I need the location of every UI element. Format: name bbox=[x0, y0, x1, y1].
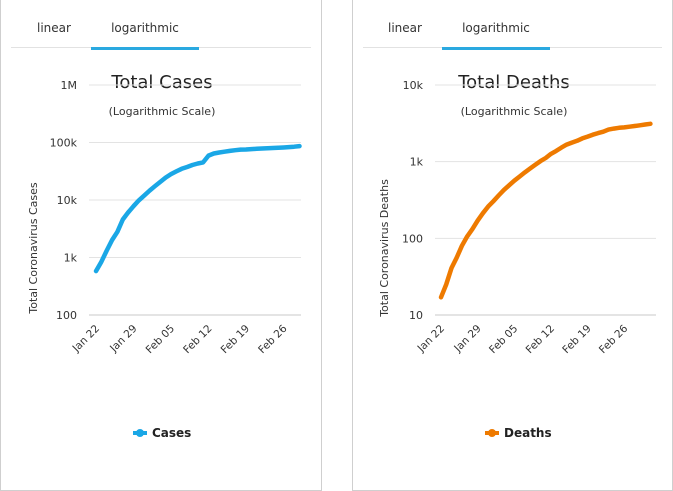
x-tick-label: Jan 29 bbox=[107, 323, 139, 355]
legend-item[interactable]: Cases bbox=[133, 426, 191, 440]
deaths-chart-panel: linear logarithmic Total Deaths (Logarith… bbox=[352, 0, 673, 491]
x-tick-label: Feb 19 bbox=[560, 323, 593, 356]
scale-tabs: linear logarithmic bbox=[353, 0, 672, 50]
x-tick-label: Feb 12 bbox=[181, 323, 214, 356]
chart-title: Total Deaths bbox=[457, 72, 570, 93]
y-tick-label: 1k bbox=[410, 156, 424, 169]
x-tick-label: Feb 26 bbox=[597, 322, 631, 356]
tab-logarithmic-label: logarithmic bbox=[111, 21, 179, 35]
series-line-deaths bbox=[438, 121, 653, 300]
x-tick-label: Jan 29 bbox=[451, 323, 483, 355]
tab-logarithmic-label: logarithmic bbox=[462, 21, 530, 35]
y-tick-label: 1k bbox=[64, 252, 78, 265]
legend-swatch-marker bbox=[488, 429, 496, 437]
legend-item[interactable]: Deaths bbox=[485, 426, 552, 440]
chart-subtitle: (Logarithmic Scale) bbox=[109, 105, 216, 118]
y-tick-label: 100k bbox=[50, 137, 78, 150]
y-tick-label: 10 bbox=[409, 309, 423, 322]
deaths-chart: Total Deaths (Logarithmic Scale) 10 100 1k 10… bbox=[378, 72, 656, 440]
x-tick-label: Feb 05 bbox=[487, 323, 520, 356]
tab-underline-active bbox=[91, 47, 199, 50]
x-tick-label: Feb 05 bbox=[144, 323, 177, 356]
legend-swatch-marker bbox=[136, 429, 144, 437]
chart-subtitle: (Logarithmic Scale) bbox=[461, 105, 568, 118]
legend-label: Cases bbox=[152, 426, 191, 440]
tab-logarithmic[interactable]: logarithmic bbox=[91, 20, 199, 50]
tab-linear[interactable]: linear bbox=[25, 20, 83, 48]
scale-tabs: linear logarithmic bbox=[1, 0, 321, 50]
x-tick-label: Jan 22 bbox=[415, 323, 447, 355]
tab-logarithmic[interactable]: logarithmic bbox=[442, 20, 550, 50]
y-axis-label: Total Coronavirus Deaths bbox=[378, 179, 391, 318]
y-tick-label: 100 bbox=[402, 232, 423, 245]
x-tick-label: Feb 26 bbox=[256, 322, 290, 356]
x-tick-label: Feb 12 bbox=[524, 323, 557, 356]
y-tick-label: 1M bbox=[61, 79, 78, 92]
chart-title: Total Cases bbox=[110, 72, 212, 93]
tab-linear-label: linear bbox=[388, 21, 422, 35]
x-tick-label: Jan 22 bbox=[70, 323, 102, 355]
cases-chart-panel: linear logarithmic Total Cases (Logarithm… bbox=[0, 0, 322, 491]
cases-chart: Total Cases (Logarithmic Scale) 100 1k 10k 10… bbox=[27, 72, 302, 440]
y-axis-label: Total Coronavirus Cases bbox=[27, 182, 40, 315]
y-tick-label: 10k bbox=[57, 194, 78, 207]
y-tick-label: 10k bbox=[403, 79, 424, 92]
tab-underline-active bbox=[442, 47, 550, 50]
legend-label: Deaths bbox=[504, 426, 552, 440]
y-tick-label: 100 bbox=[56, 309, 77, 322]
x-tick-label: Feb 19 bbox=[219, 323, 252, 356]
series-line-cases bbox=[93, 143, 302, 274]
tab-linear[interactable]: linear bbox=[376, 20, 434, 48]
tab-linear-label: linear bbox=[37, 21, 71, 35]
